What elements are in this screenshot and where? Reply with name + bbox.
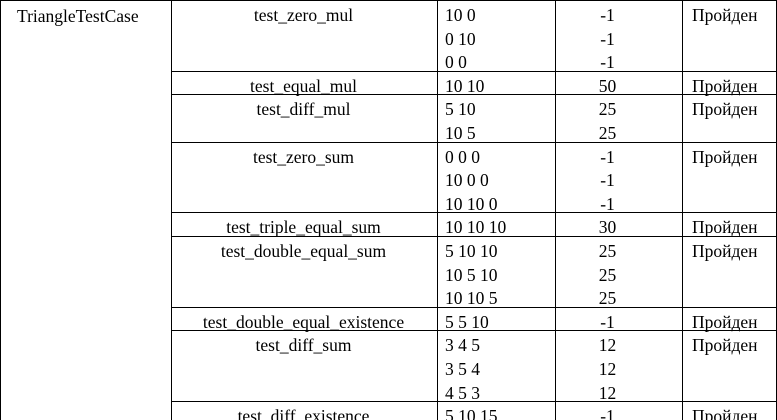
test-status: Пройден xyxy=(692,146,758,167)
test-input: 3 4 5 xyxy=(445,335,480,356)
test-status: Пройден xyxy=(692,335,758,356)
group-rule xyxy=(171,330,777,331)
column-rule xyxy=(437,0,438,420)
test-status: Пройден xyxy=(692,75,758,96)
test-input: 0 0 xyxy=(445,52,467,73)
group-rule xyxy=(171,236,777,237)
test-input: 10 10 xyxy=(445,75,485,96)
test-case-name: TriangleTestCase xyxy=(17,6,139,26)
test-output: 12 xyxy=(598,359,617,379)
test-status: Пройден xyxy=(692,217,758,238)
test-input: 5 10 15 xyxy=(445,406,498,420)
test-input: 10 0 0 xyxy=(445,170,489,191)
test-output: 50 xyxy=(598,75,617,96)
test-output: -1 xyxy=(600,193,615,214)
test-output: -1 xyxy=(600,311,615,332)
test-input: 5 10 10 xyxy=(445,241,498,261)
row-rule xyxy=(0,0,777,1)
test-name: test_diff_existence xyxy=(237,406,370,420)
test-name: test_double_equal_existence xyxy=(202,311,405,332)
test-name: test_double_equal_sum xyxy=(220,241,387,261)
test-output: 25 xyxy=(598,241,617,261)
column-rule xyxy=(682,0,683,420)
test-output: -1 xyxy=(600,170,615,191)
group-rule xyxy=(171,94,777,95)
test-output: -1 xyxy=(600,146,615,167)
test-input: 10 10 0 xyxy=(445,193,498,214)
test-status: Пройден xyxy=(692,99,758,120)
test-name: test_diff_mul xyxy=(256,99,351,120)
test-output: -1 xyxy=(600,406,615,420)
test-status: Пройден xyxy=(692,406,758,420)
test-input: 0 0 0 xyxy=(445,146,480,167)
test-output: 30 xyxy=(598,217,617,238)
group-rule xyxy=(171,401,777,402)
test-input: 10 5 10 xyxy=(445,264,498,285)
test-output: 25 xyxy=(598,123,617,143)
column-rule xyxy=(171,0,172,420)
test-output: -1 xyxy=(600,28,615,49)
group-rule xyxy=(171,212,777,213)
test-input: 10 0 xyxy=(445,5,476,25)
test-input: 10 5 xyxy=(445,123,476,143)
test-input: 0 10 xyxy=(445,28,476,49)
test-output: -1 xyxy=(600,5,615,25)
test-output: 12 xyxy=(598,382,617,403)
group-rule xyxy=(171,71,777,72)
test-input: 5 10 xyxy=(445,99,476,120)
test-output: 25 xyxy=(598,99,617,120)
test-name: test_triple_equal_sum xyxy=(226,217,381,238)
test-input: 10 10 5 xyxy=(445,288,498,309)
test-status: Пройден xyxy=(692,241,758,261)
test-input: 4 5 3 xyxy=(445,382,480,403)
test-input: 5 5 10 xyxy=(445,311,489,332)
test-name: test_zero_mul xyxy=(253,5,354,25)
test-output: 25 xyxy=(598,264,617,285)
test-output: 25 xyxy=(598,288,617,309)
column-rule xyxy=(555,0,556,420)
test-input: 10 10 10 xyxy=(445,217,507,238)
column-rule xyxy=(0,0,1,420)
test-output: -1 xyxy=(600,52,615,73)
test-name: test_zero_sum xyxy=(252,146,355,167)
test-input: 3 5 4 xyxy=(445,359,480,379)
test-name: test_diff_sum xyxy=(255,335,352,356)
test-status: Пройден xyxy=(692,311,758,332)
group-rule xyxy=(171,142,777,143)
test-name: test_equal_mul xyxy=(250,75,357,96)
test-output: 12 xyxy=(598,335,617,356)
group-rule xyxy=(171,307,777,308)
test-status: Пройден xyxy=(692,5,758,25)
